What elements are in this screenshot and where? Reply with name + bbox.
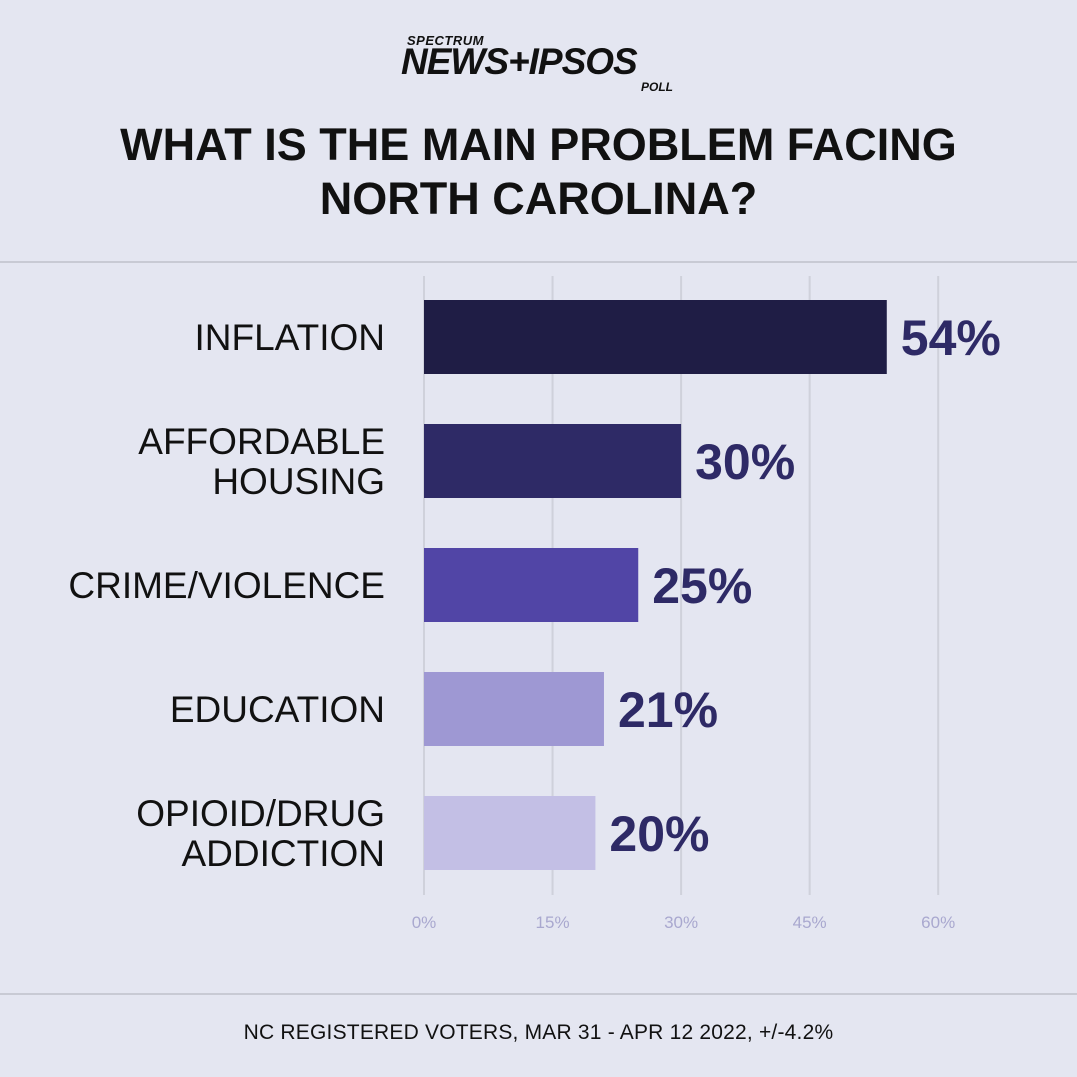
- bar: [424, 424, 682, 498]
- x-tick-label: 0%: [412, 913, 437, 932]
- bar-value-label: 30%: [695, 434, 795, 490]
- bar: [424, 796, 596, 870]
- footer-divider: [0, 993, 1077, 995]
- x-tick-label: 30%: [664, 913, 698, 932]
- logo: SPECTRUM NEWS+IPSOS POLL: [0, 30, 1077, 100]
- logo-poll-text: POLL: [641, 80, 673, 94]
- category-label: EDUCATION: [170, 689, 385, 730]
- title-line-1: WHAT IS THE MAIN PROBLEM FACING: [120, 119, 957, 170]
- title-line-2: NORTH CAROLINA?: [319, 173, 758, 224]
- x-tick-label: 15%: [536, 913, 570, 932]
- bar: [424, 672, 604, 746]
- page-title: WHAT IS THE MAIN PROBLEM FACING NORTH CA…: [0, 118, 1077, 226]
- category-label: INFLATION: [195, 317, 386, 358]
- x-tick-label: 60%: [921, 913, 955, 932]
- bar: [424, 300, 887, 374]
- category-label: CRIME/VIOLENCE: [68, 565, 385, 606]
- bar: [424, 548, 639, 622]
- bar-value-label: 54%: [901, 310, 1001, 366]
- bar-value-label: 25%: [652, 558, 752, 614]
- logo-news-ipsos-text: NEWS+IPSOS: [401, 41, 638, 82]
- logo-spectrum-text: SPECTRUM: [407, 33, 484, 48]
- category-label: AFFORDABLE: [138, 421, 385, 462]
- category-label: OPIOID/DRUG: [136, 793, 385, 834]
- source-note: NC REGISTERED VOTERS, MAR 31 - APR 12 20…: [243, 1021, 834, 1044]
- bar-value-label: 21%: [618, 682, 718, 738]
- category-label: HOUSING: [212, 461, 385, 502]
- bar-value-label: 20%: [609, 806, 709, 862]
- x-tick-label: 45%: [793, 913, 827, 932]
- header-divider: [0, 261, 1077, 263]
- category-label: ADDICTION: [182, 833, 386, 874]
